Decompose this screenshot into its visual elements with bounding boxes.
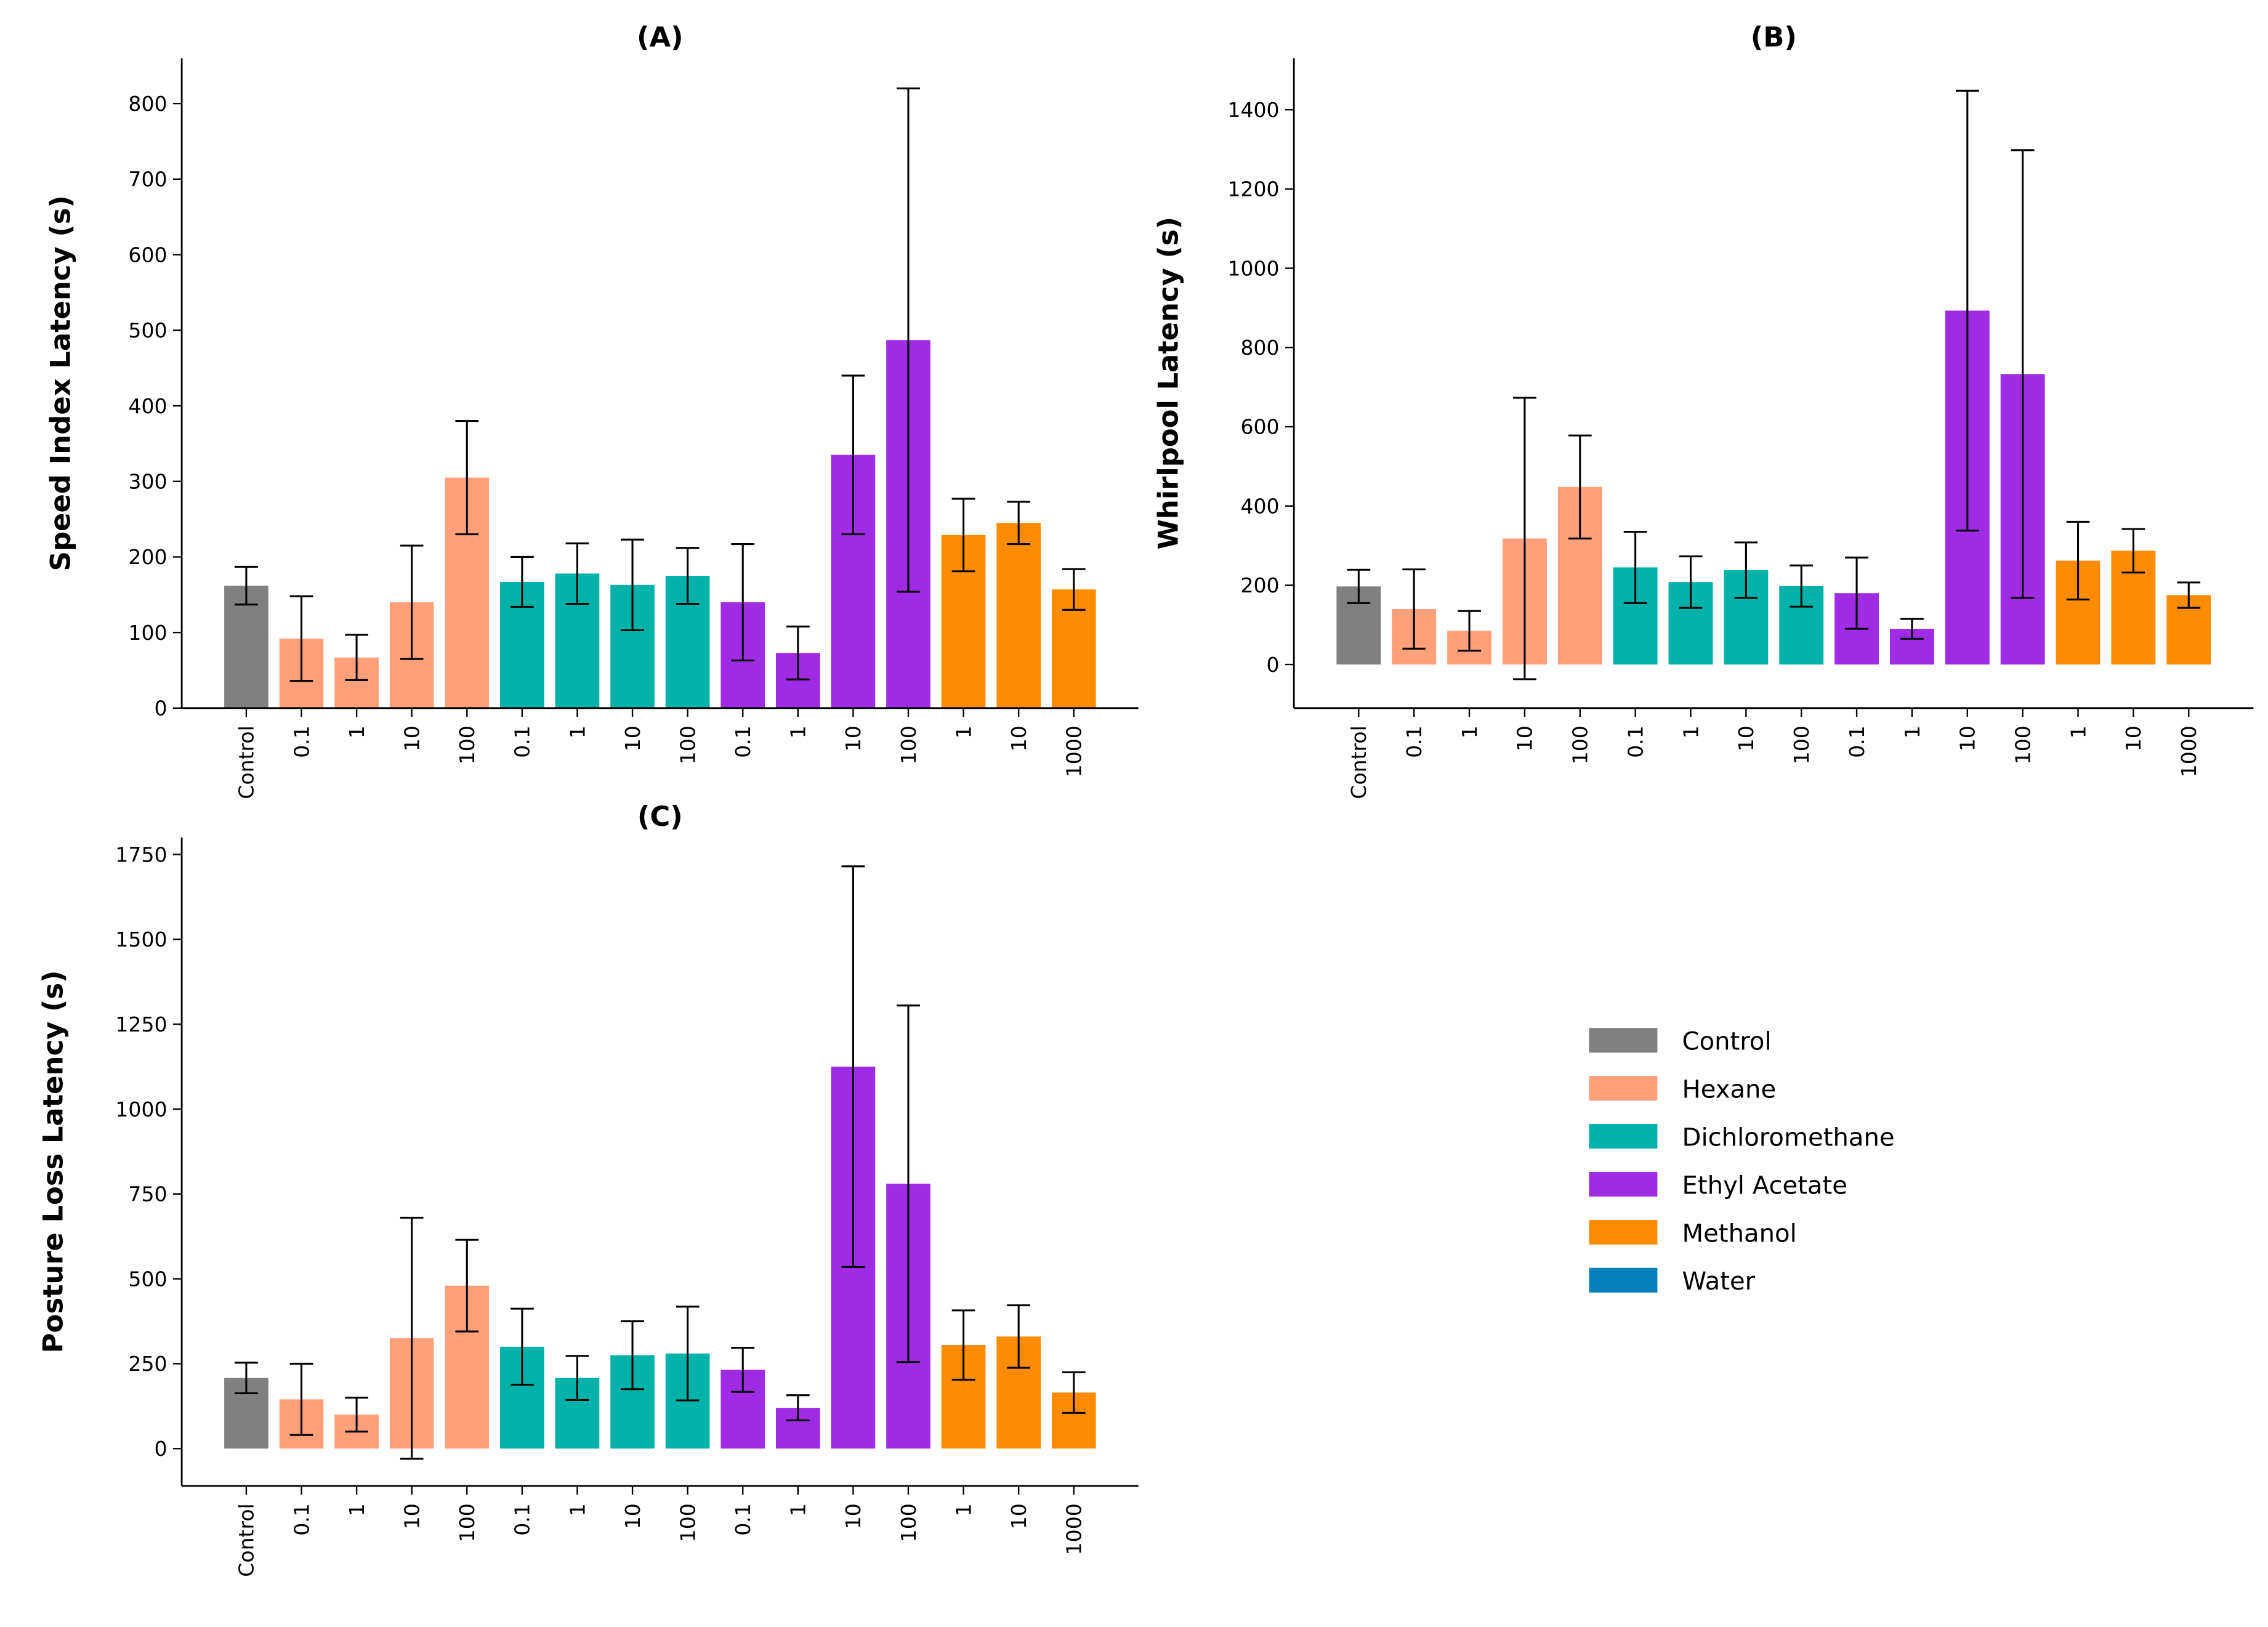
y-axis-label: Speed Index Latency (s) [44,195,76,571]
x-tick-label: 1 [345,725,369,738]
y-tick-label: 600 [128,243,167,267]
x-tick-label: Control [235,725,259,799]
y-tick-label: 100 [128,621,167,645]
y-tick-label: 250 [128,1352,167,1376]
x-tick-label: 100 [2011,725,2035,764]
y-tick-label: 1400 [1227,98,1279,122]
x-tick-label: 100 [897,1503,921,1542]
x-tick-label: 1000 [2177,725,2201,777]
x-tick-label: 100 [897,725,921,764]
x-tick-label: 1 [565,725,589,738]
x-tick-label: 1 [1458,725,1482,738]
x-tick-label: 0.1 [1845,725,1869,758]
legend-label: Hexane [1682,1076,1777,1104]
panel-title: (B) [1751,21,1797,54]
y-tick-label: 600 [1241,415,1280,439]
legend-label: Control [1682,1028,1772,1056]
x-tick-label: 10 [400,725,424,751]
x-tick-label: 10 [841,1503,865,1529]
y-tick-label: 500 [128,1267,167,1291]
y-tick-label: 1750 [115,842,167,866]
y-tick-label: 200 [128,545,167,569]
panel: (C)Posture Loss Latency (s)0250500750100… [37,800,1139,1577]
x-tick-label: 0.1 [289,1503,313,1536]
x-tick-label: 1000 [1062,725,1086,777]
panel-title: (C) [637,800,683,833]
x-tick-label: 1 [786,725,810,738]
panel: (B)Whirlpool Latency (s)0200400600800100… [1152,21,2254,799]
x-tick-label: 10 [400,1503,424,1529]
x-tick-label: 1 [786,1503,810,1516]
x-tick-label: 10 [621,725,645,751]
panel-title: (A) [637,21,684,54]
x-tick-label: Control [235,1503,259,1577]
y-tick-label: 1500 [115,927,167,951]
y-tick-label: 750 [128,1182,167,1206]
y-tick-label: 200 [1241,573,1280,597]
x-tick-label: 10 [841,725,865,751]
x-tick-label: 1000 [1062,1503,1086,1555]
legend-swatch [1589,1267,1658,1293]
x-tick-label: 0.1 [731,1503,755,1536]
x-tick-label: Control [1347,725,1371,799]
x-tick-label: 1 [951,1503,975,1516]
x-tick-label: 100 [1568,725,1592,764]
x-tick-label: 0.1 [731,725,755,758]
legend-swatch [1589,1219,1658,1245]
x-tick-label: 1 [2066,725,2090,738]
legend-label: Ethyl Acetate [1682,1171,1847,1200]
y-tick-label: 1000 [115,1097,167,1121]
x-tick-label: 1 [345,1503,369,1516]
legend-swatch [1589,1076,1658,1101]
y-tick-label: 1250 [115,1012,167,1036]
x-tick-label: 0.1 [1623,725,1647,758]
x-tick-label: 10 [1956,725,1980,751]
y-tick-label: 400 [1241,494,1280,518]
y-tick-label: 800 [128,92,167,116]
x-tick-label: 100 [1790,725,1814,764]
x-tick-label: 10 [1734,725,1758,751]
x-tick-label: 1 [1679,725,1703,738]
bar [224,586,268,708]
x-tick-label: 100 [676,725,700,764]
x-tick-label: 0.1 [511,725,535,758]
x-tick-label: 0.1 [289,725,313,758]
legend-label: Water [1682,1267,1756,1296]
legend-label: Dichloromethane [1682,1123,1895,1152]
legend-swatch [1589,1171,1658,1197]
y-axis-label: Posture Loss Latency (s) [37,970,70,1353]
legend-label: Methanol [1682,1219,1797,1248]
y-tick-label: 500 [128,318,167,342]
y-tick-label: 300 [128,470,167,494]
x-tick-label: 100 [455,1503,479,1542]
legend: Control Hexane Dichloromethane Ethyl Acetat… [1589,1028,1895,1296]
y-tick-label: 800 [1241,336,1280,360]
y-tick-label: 1000 [1227,256,1279,280]
x-tick-label: 100 [455,725,479,764]
y-tick-label: 400 [128,394,167,418]
x-tick-label: 10 [1007,725,1031,751]
x-tick-label: 1 [565,1503,589,1516]
x-tick-label: 0.1 [511,1503,535,1536]
bar [996,523,1041,708]
y-tick-label: 0 [154,1437,167,1461]
legend-swatch [1589,1028,1658,1053]
y-tick-label: 1200 [1227,177,1279,201]
x-tick-label: 100 [676,1503,700,1542]
x-tick-label: 10 [621,1503,645,1529]
x-tick-label: 10 [1513,725,1537,751]
legend-swatch [1589,1124,1658,1149]
x-tick-label: 1 [951,725,975,738]
y-tick-label: 0 [154,696,167,721]
x-tick-label: 0.1 [1402,725,1426,758]
y-tick-label: 700 [128,168,167,192]
x-tick-label: 10 [1007,1503,1031,1529]
y-tick-label: 0 [1267,653,1280,677]
y-axis-label: Whirlpool Latency (s) [1152,217,1184,550]
panel: (A) Speed Index Latency (s) 0 100 200 300 400 5… [44,21,1139,799]
x-tick-label: 10 [2121,725,2145,751]
x-tick-label: 1 [1900,725,1924,738]
